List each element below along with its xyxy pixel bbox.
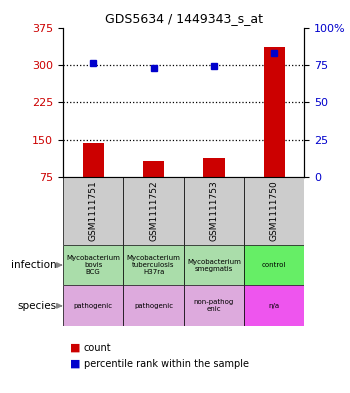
Text: GSM1111751: GSM1111751 (89, 180, 98, 241)
Text: Mycobacterium
bovis
BCG: Mycobacterium bovis BCG (66, 255, 120, 275)
Text: ■: ■ (70, 343, 80, 353)
Bar (244, 285, 304, 326)
Bar (63, 245, 123, 285)
Text: GSM1111753: GSM1111753 (209, 180, 218, 241)
Text: Mycobacterium
tuberculosis
H37ra: Mycobacterium tuberculosis H37ra (127, 255, 181, 275)
Text: GSM1111750: GSM1111750 (270, 180, 279, 241)
Text: GSM1111752: GSM1111752 (149, 180, 158, 241)
Text: Mycobacterium
smegmatis: Mycobacterium smegmatis (187, 259, 241, 272)
Bar (143, 161, 164, 177)
Text: count: count (84, 343, 112, 353)
Bar (63, 285, 123, 326)
Bar (184, 285, 244, 326)
Bar (184, 177, 244, 245)
Bar (244, 245, 304, 285)
Text: pathogenic: pathogenic (74, 303, 113, 309)
Bar (123, 285, 184, 326)
Text: species: species (18, 301, 57, 311)
Text: percentile rank within the sample: percentile rank within the sample (84, 358, 249, 369)
Bar (184, 245, 244, 285)
Bar (83, 143, 104, 177)
Title: GDS5634 / 1449343_s_at: GDS5634 / 1449343_s_at (105, 12, 263, 25)
Bar (264, 48, 285, 177)
Text: ■: ■ (70, 358, 80, 369)
Text: pathogenic: pathogenic (134, 303, 173, 309)
Bar (244, 177, 304, 245)
Bar (203, 158, 224, 177)
Text: control: control (262, 262, 287, 268)
Text: infection: infection (11, 260, 57, 270)
Text: n/a: n/a (269, 303, 280, 309)
Text: non-pathog
enic: non-pathog enic (194, 299, 234, 312)
Bar (123, 177, 184, 245)
Bar (123, 245, 184, 285)
Bar (63, 177, 123, 245)
